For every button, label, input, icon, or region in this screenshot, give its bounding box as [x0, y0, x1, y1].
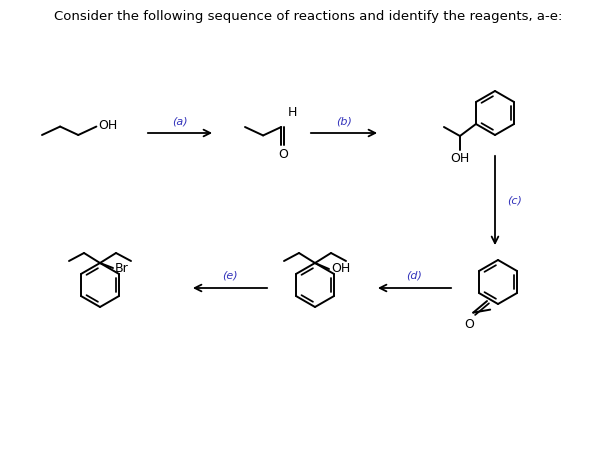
Text: Consider the following sequence of reactions and identify the reagents, a-e:: Consider the following sequence of react…: [54, 10, 562, 23]
Text: O: O: [278, 148, 288, 161]
Text: (b): (b): [336, 116, 352, 126]
Text: OH: OH: [331, 263, 351, 275]
Text: (d): (d): [407, 271, 423, 281]
Text: Br: Br: [115, 261, 129, 274]
Text: (c): (c): [507, 195, 522, 206]
Text: OH: OH: [99, 119, 118, 132]
Text: OH: OH: [450, 152, 469, 165]
Text: O: O: [464, 318, 474, 331]
Text: H: H: [287, 106, 297, 119]
Text: (e): (e): [222, 271, 238, 281]
Text: (a): (a): [172, 116, 188, 126]
